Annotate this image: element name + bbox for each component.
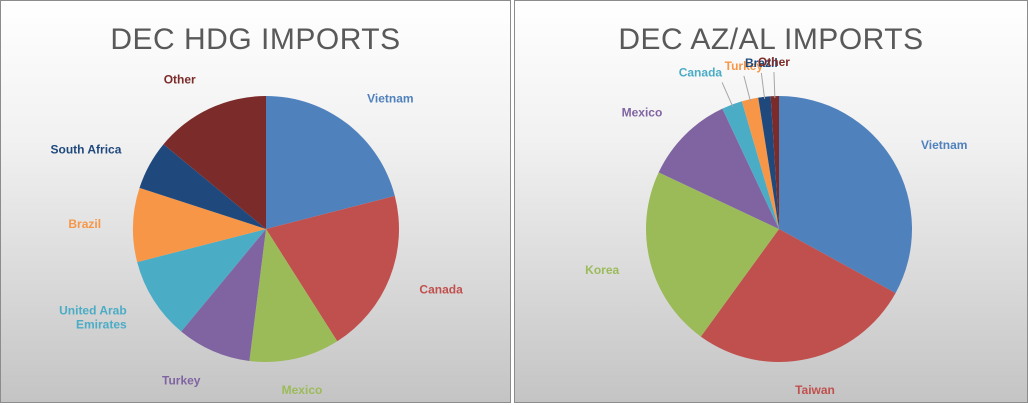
azal-slice-taiwan [700, 229, 896, 363]
azal-label-vietnam: Vietnam [921, 138, 967, 152]
hdg-label-united-arab-emirates: United Arab Emirates [59, 303, 127, 331]
azal-label-taiwan: Taiwan [795, 383, 835, 397]
hdg-label-canada: Canada [419, 283, 463, 297]
azal-leader-other [773, 72, 776, 99]
azal-leader-canada [721, 82, 734, 107]
azal-slice-turkey [741, 97, 779, 229]
hdg-label-vietnam: Vietnam [367, 92, 413, 106]
hdg-slice-mexico [249, 229, 338, 363]
azal-chart-title: DEC AZ/AL IMPORTS [618, 23, 924, 56]
hdg-slice-brazil [133, 187, 266, 263]
hdg-chart-panel: DEC HDG IMPORTS Vietnam Canada Mexico Turke… [0, 0, 511, 403]
hdg-slice-other [163, 96, 266, 229]
hdg-pie-chart: Vietnam Canada Mexico Turkey United Arab Emir… [51, 73, 464, 397]
azal-slice-other [770, 96, 779, 229]
azal-slice-mexico [658, 108, 779, 229]
hdg-label-south-africa: South Africa [51, 143, 122, 157]
azal-slice-brazil [758, 96, 779, 229]
azal-slice-canada [722, 101, 779, 229]
azal-label-canada: Canada [679, 65, 723, 79]
hdg-slice-united-arab-emirates [137, 229, 266, 332]
azal-leader-brazil [760, 72, 766, 99]
azal-label-other: Other [758, 55, 790, 69]
azal-label-korea: Korea [585, 263, 619, 277]
hdg-slice-vietnam [266, 96, 395, 229]
hdg-chart-title: DEC HDG IMPORTS [110, 23, 401, 56]
hdg-label-brazil: Brazil [68, 217, 101, 231]
hdg-label-turkey: Turkey [162, 373, 201, 387]
azal-chart-panel: DEC AZ/AL IMPORTS Vietnam Taiwan Korea Mexi… [514, 0, 1028, 403]
hdg-slice-canada [266, 195, 399, 342]
hdg-label-other: Other [164, 73, 196, 87]
azal-leader-turkey [743, 75, 751, 102]
azal-pie-chart: Vietnam Taiwan Korea Mexico Canada TurkeyBraz… [585, 55, 967, 397]
azal-label-mexico: Mexico [622, 105, 663, 119]
hdg-slice-turkey [181, 229, 266, 361]
azal-slice-vietnam [779, 96, 912, 294]
azal-label-brazil: Brazil [745, 56, 778, 70]
azal-label-turkey: Turkey [725, 59, 764, 73]
azal-slice-korea [646, 172, 779, 337]
hdg-slice-south-africa [139, 144, 266, 229]
hdg-label-mexico: Mexico [282, 383, 323, 397]
